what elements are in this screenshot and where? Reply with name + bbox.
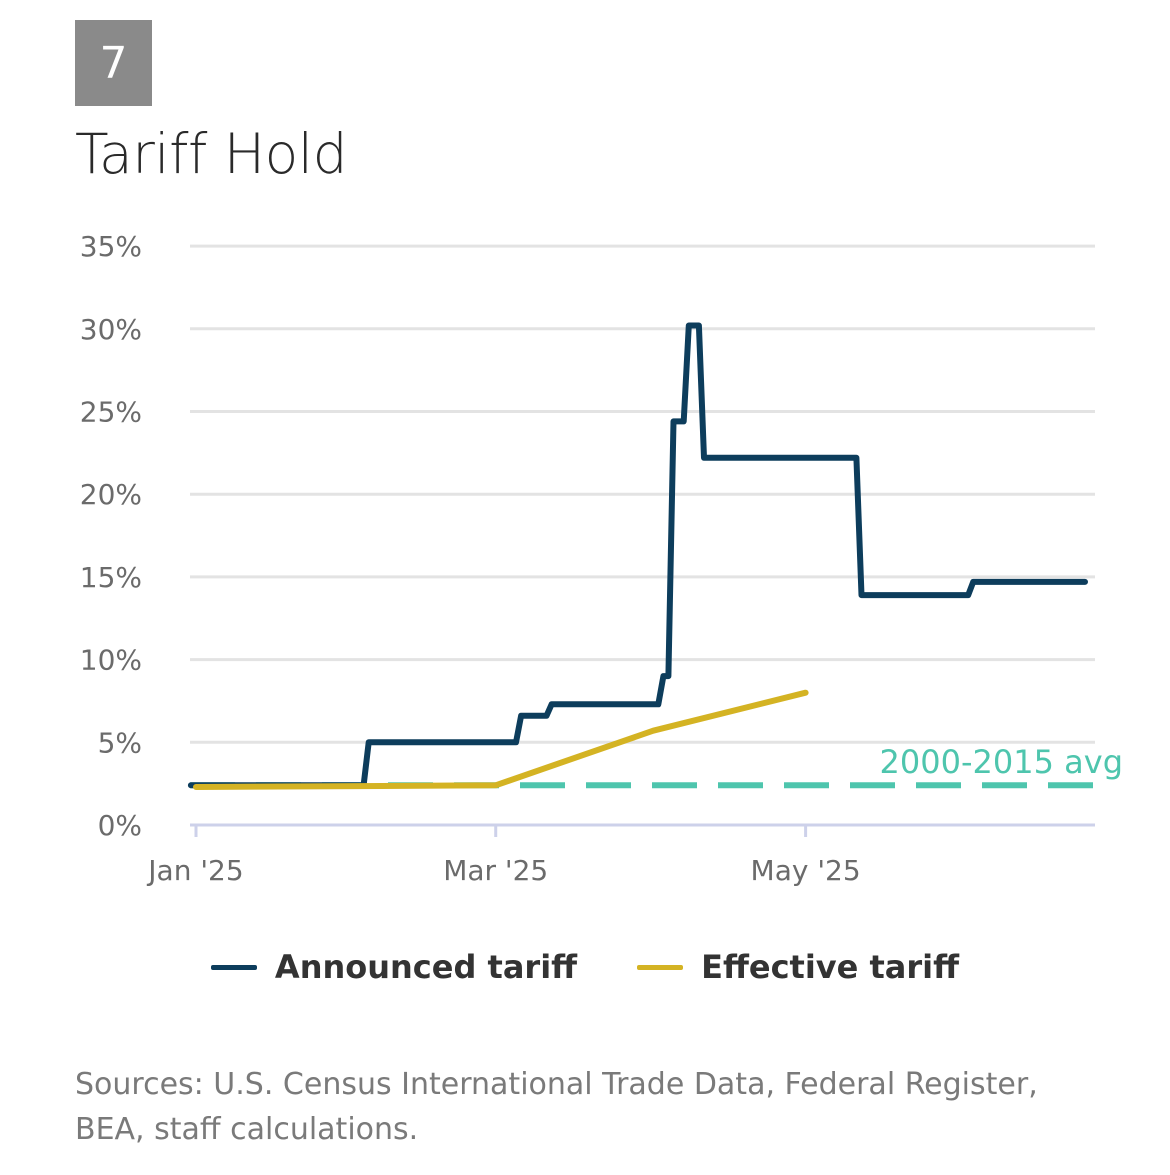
y-tick-label: 15%: [80, 561, 142, 594]
legend-swatch-announced: [210, 964, 257, 970]
announced-tariff-line: [187, 322, 1088, 789]
chart-legend: Announced tariff Effective tariff: [0, 948, 1170, 986]
x-tick-label: Mar '25: [443, 854, 548, 887]
legend-label-announced: Announced tariff: [274, 948, 578, 986]
y-tick-label: 35%: [80, 230, 142, 263]
chart-number-badge: 7: [75, 20, 152, 106]
reference-line-label: 2000-2015 avg: [880, 743, 1123, 781]
x-tick-label: May '25: [751, 854, 861, 887]
legend-item-announced: Announced tariff: [210, 948, 578, 986]
y-tick-label: 25%: [80, 396, 142, 429]
legend-label-effective: Effective tariff: [701, 948, 960, 986]
y-tick-label: 0%: [98, 809, 142, 842]
y-tick-label: 10%: [80, 644, 142, 677]
y-tick-label: 30%: [80, 313, 142, 346]
legend-swatch-effective: [637, 964, 684, 970]
source-note: Sources: U.S. Census International Trade…: [75, 1067, 1038, 1147]
y-tick-label: 5%: [98, 726, 142, 759]
effective-tariff-line: [193, 689, 809, 790]
chart-title: Tariff Hold: [75, 122, 348, 186]
legend-item-effective: Effective tariff: [637, 948, 959, 986]
x-tick-label: Jan '25: [146, 854, 243, 887]
y-tick-label: 20%: [80, 478, 142, 511]
